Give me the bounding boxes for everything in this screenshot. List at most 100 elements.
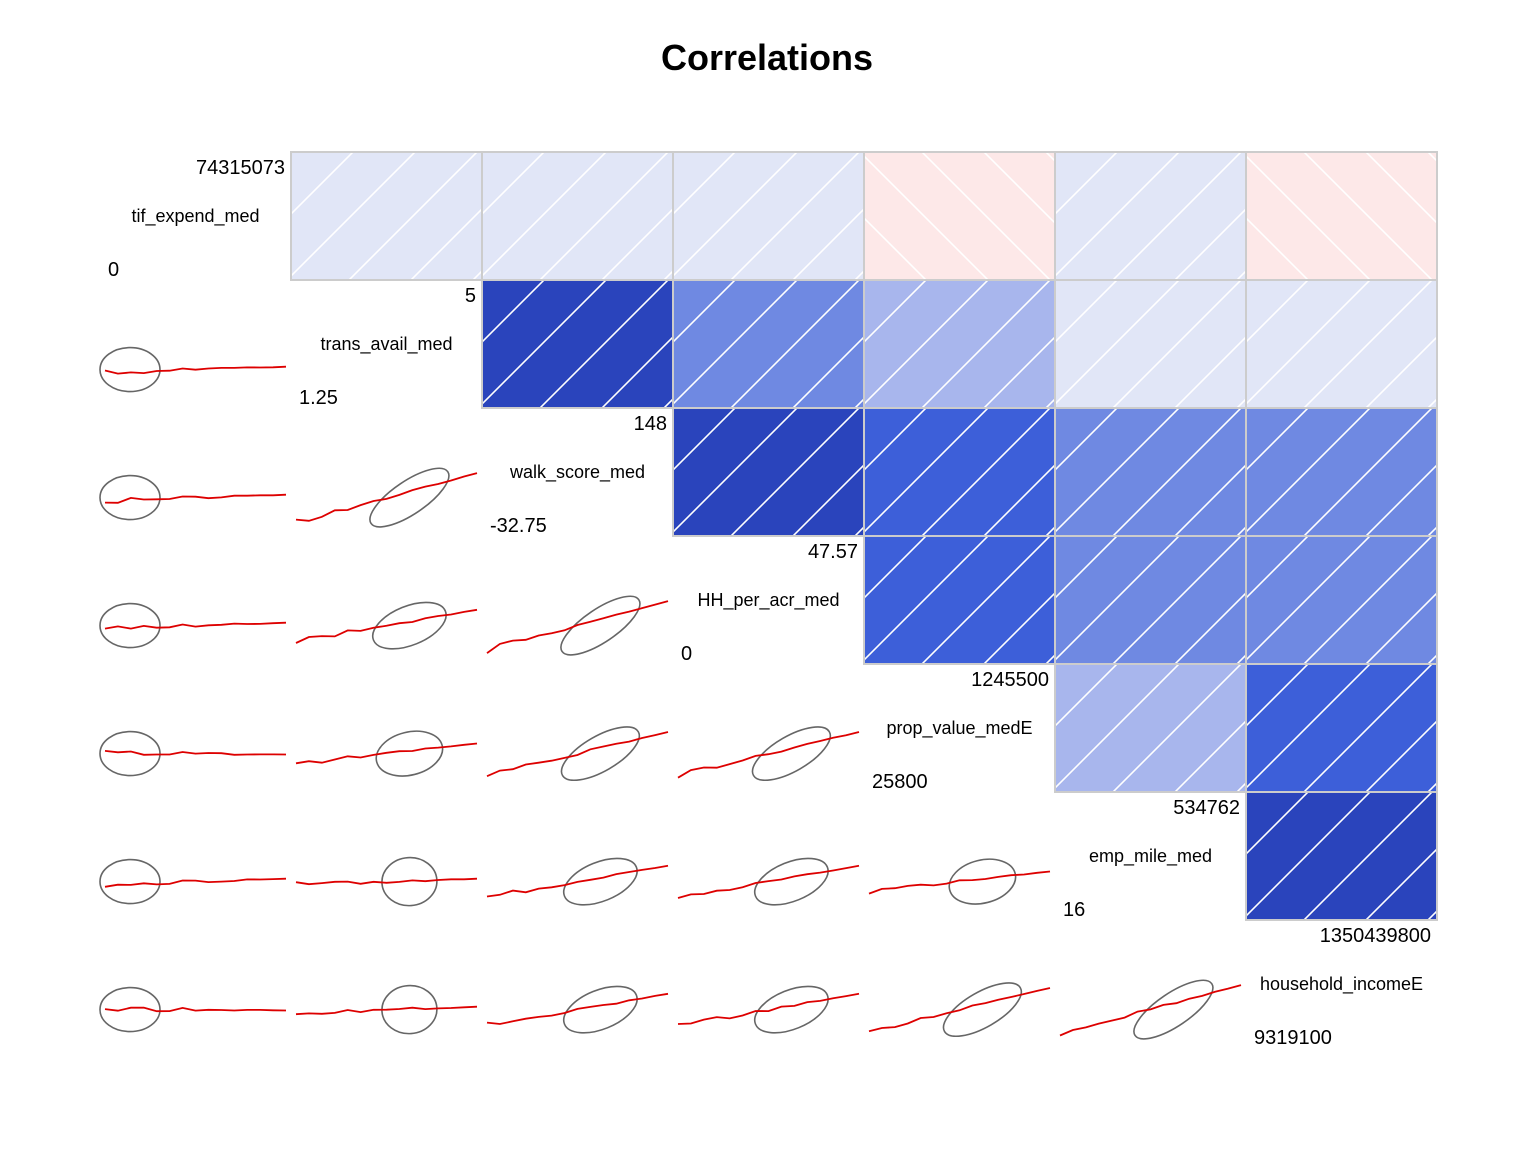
hatch-line xyxy=(674,153,736,215)
hatch-line xyxy=(921,409,1051,535)
hatch-line xyxy=(601,208,672,279)
hatch-line xyxy=(483,281,607,405)
hatch-line xyxy=(1490,152,1536,280)
hatch-line xyxy=(1427,654,1436,663)
hatch-line xyxy=(983,153,1054,224)
hatch-line xyxy=(865,281,927,343)
hatch-line xyxy=(1247,793,1371,917)
hatch-line xyxy=(1303,793,1433,919)
data-ellipse-5-2 xyxy=(562,857,638,906)
smooth-line-4-1 xyxy=(295,742,478,765)
data-ellipse-2-0 xyxy=(99,474,161,521)
shade-cell-0-3 xyxy=(672,151,865,281)
smooth-line-6-1 xyxy=(295,1005,478,1016)
shade-cell-2-5 xyxy=(1054,407,1247,537)
smooth-line-6-4 xyxy=(868,987,1051,1033)
smooth-line-3-2 xyxy=(486,600,669,654)
hatch-line xyxy=(1247,281,1309,343)
hatch-line xyxy=(1303,409,1433,535)
hatch-line xyxy=(865,409,989,533)
diag-max-tif_expend_med: 74315073 xyxy=(196,157,285,179)
shade-cell-1-3 xyxy=(672,279,865,409)
data-ellipse-5-0 xyxy=(99,858,161,905)
hatch-lines-0-5 xyxy=(1056,153,1245,279)
diag-min-emp_mile_med: 16 xyxy=(1063,899,1085,921)
hatch-line xyxy=(1247,793,1309,855)
hatch-line xyxy=(1427,398,1436,407)
hatch-lines-4-6 xyxy=(1247,664,1536,792)
diag-label-tif_expend_med: tif_expend_med xyxy=(131,206,259,227)
shade-cell-1-5 xyxy=(1054,279,1247,409)
smooth-line-4-0 xyxy=(104,750,287,756)
hatch-line xyxy=(1112,409,1242,535)
shade-cell-0-6 xyxy=(1245,151,1438,281)
shade-cell-1-6 xyxy=(1245,279,1438,409)
smooth-line-6-2 xyxy=(486,992,669,1025)
shade-cell-2-3 xyxy=(672,407,865,537)
diag-label-HH_per_acr_med: HH_per_acr_med xyxy=(697,590,839,611)
hatch-lines-4-5 xyxy=(1056,665,1245,791)
hatch-line xyxy=(865,537,989,661)
smooth-line-2-1 xyxy=(295,472,478,522)
hatch-line xyxy=(1056,281,1180,405)
hatch-line xyxy=(1490,664,1536,792)
hatch-line xyxy=(1056,409,1180,533)
smooth-line-4-3 xyxy=(677,731,860,779)
diag-min-trans_avail_med: 1.25 xyxy=(299,387,338,409)
hatch-line xyxy=(1056,665,1180,789)
data-ellipse-4-0 xyxy=(99,730,161,777)
shade-cell-0-4 xyxy=(863,151,1056,281)
hatch-line xyxy=(601,336,672,407)
hatch-line xyxy=(792,208,863,279)
hatch-line xyxy=(1056,153,1180,277)
data-ellipse-3-1 xyxy=(371,601,447,650)
diag-max-trans_avail_med: 5 xyxy=(465,285,476,307)
shade-cell-2-4 xyxy=(863,407,1056,537)
hatch-line xyxy=(674,409,798,533)
diag-label-trans_avail_med: trans_avail_med xyxy=(320,334,452,355)
shade-cell-4-6 xyxy=(1245,663,1438,793)
hatch-line xyxy=(921,153,1051,279)
shade-cell-5-6 xyxy=(1245,791,1438,921)
data-ellipse-1-0 xyxy=(99,346,161,393)
hatch-line xyxy=(1174,592,1245,663)
hatch-lines-1-3 xyxy=(674,281,863,407)
chart-title: Correlations xyxy=(661,37,873,78)
hatch-line xyxy=(674,409,736,471)
hatch-line xyxy=(410,208,481,279)
hatch-line xyxy=(1247,217,1309,279)
hatch-line xyxy=(865,155,989,279)
hatch-line xyxy=(865,217,927,279)
diag-min-tif_expend_med: 0 xyxy=(108,259,119,281)
hatch-line xyxy=(1056,153,1118,215)
hatch-line xyxy=(1490,792,1536,920)
diag-label-prop_value_medE: prop_value_medE xyxy=(886,718,1032,739)
diag-min-HH_per_acr_med: 0 xyxy=(681,643,692,665)
hatch-lines-1-6 xyxy=(1247,281,1436,407)
hatch-line xyxy=(1427,153,1436,162)
smooth-line-5-2 xyxy=(486,864,669,898)
hatch-line xyxy=(1112,281,1242,407)
shade-cell-3-5 xyxy=(1054,535,1247,665)
hatch-line xyxy=(865,537,927,599)
hatch-line xyxy=(674,281,798,405)
diag-label-household_incomeE: household_incomeE xyxy=(1260,974,1423,995)
data-ellipse-6-5 xyxy=(1133,979,1214,1040)
smooth-line-5-1 xyxy=(295,877,478,886)
smooth-line-4-2 xyxy=(486,731,669,778)
hatch-line xyxy=(1112,153,1242,279)
hatch-line xyxy=(1247,409,1371,533)
hatch-line xyxy=(1365,336,1436,407)
hatch-line xyxy=(1056,537,1180,661)
hatch-lines-2-4 xyxy=(865,409,1054,535)
diag-max-walk_score_med: 148 xyxy=(634,413,667,435)
hatch-line xyxy=(1365,592,1436,663)
hatch-line xyxy=(483,281,545,343)
hatch-line xyxy=(1174,464,1245,535)
smooth-line-5-3 xyxy=(677,864,860,899)
hatch-line xyxy=(1427,910,1436,919)
data-ellipse-5-3 xyxy=(753,857,829,906)
smooth-line-6-3 xyxy=(677,992,860,1025)
hatch-line xyxy=(539,281,669,407)
hatch-line xyxy=(1056,281,1118,343)
